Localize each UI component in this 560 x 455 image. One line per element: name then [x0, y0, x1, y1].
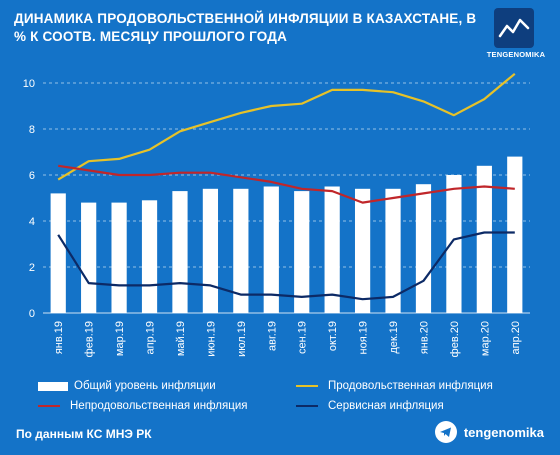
x-tick-label: май.19: [175, 321, 187, 356]
y-tick-label: 8: [29, 124, 35, 136]
chart-title-line-1: ДИНАМИКА ПРОДОВОЛЬСТВЕННОЙ ИНФЛЯЦИИ В КА…: [14, 11, 477, 26]
bar: [507, 156, 523, 313]
x-tick-label: авг.19: [266, 321, 278, 351]
x-tick-label: июн.19: [205, 321, 217, 357]
legend-label-food: Продовольственная инфляция: [328, 380, 493, 392]
bar: [202, 188, 219, 313]
bar: [294, 191, 310, 313]
chart-title-line-2: % К СООТВ. МЕСЯЦУ ПРОШЛОГО ГОДА: [14, 29, 288, 44]
x-tick-label: фев.20: [449, 321, 461, 357]
y-tick-label: 4: [29, 216, 35, 228]
trend-zigzag-icon: [494, 8, 534, 48]
bar: [141, 200, 158, 313]
legend-item-nonfood: Непродовольственная инфляция: [38, 400, 247, 412]
x-tick-label: янв.20: [418, 321, 430, 354]
x-tick-label: окт.19: [327, 321, 339, 351]
y-tick-label: 0: [29, 308, 35, 320]
bar: [111, 202, 127, 313]
bar: [354, 188, 371, 313]
legend-item-services: Сервисная инфляция: [296, 400, 444, 412]
chart-title: ДИНАМИКА ПРОДОВОЛЬСТВЕННОЙ ИНФЛЯЦИИ В КА…: [14, 10, 494, 46]
x-tick-label: мар.20: [479, 321, 491, 356]
bar: [81, 202, 97, 313]
x-tick-label: июл.19: [236, 321, 248, 357]
x-tick-label: апр.20: [510, 321, 522, 354]
bar: [446, 175, 462, 313]
telegram-brand[interactable]: tengenomika: [434, 421, 544, 443]
bar: [415, 184, 432, 313]
legend-item-food: Продовольственная инфляция: [296, 380, 493, 392]
x-tick-label: сен.19: [297, 321, 309, 354]
bar: [385, 188, 401, 313]
bar: [263, 186, 279, 313]
legend-swatch-services: [296, 405, 318, 407]
legend-label-nonfood: Непродовольственная инфляция: [70, 400, 248, 412]
legend-item-total: Общий уровень инфляции: [38, 380, 216, 392]
legend-label-services: Сервисная инфляция: [328, 400, 444, 412]
series-line: [57, 231, 515, 301]
bar: [50, 193, 66, 313]
bar: [233, 188, 249, 313]
legend-swatch-total: [38, 381, 68, 391]
logo-text: TENGENOMIKA: [486, 50, 546, 59]
y-tick-label: 10: [23, 78, 35, 90]
x-tick-label: ноя.19: [358, 321, 370, 354]
tengenomika-logo: TENGENOMIKA: [484, 8, 548, 66]
x-tick-label: мар.19: [114, 321, 126, 356]
x-tick-label: фев.19: [84, 321, 96, 357]
brand-name: tengenomika: [463, 424, 544, 440]
data-source-note: По данным КС МНЭ РК: [16, 427, 152, 441]
legend-label-total: Общий уровень инфляции: [74, 380, 216, 392]
x-tick-label: дек.19: [388, 321, 400, 354]
legend-swatch-nonfood: [38, 405, 60, 407]
series-line: [58, 164, 515, 204]
x-tick-label: апр.19: [145, 321, 157, 354]
bar: [476, 165, 492, 313]
legend-swatch-food: [296, 385, 318, 387]
series-line: [57, 72, 516, 181]
x-tick-label: янв.19: [53, 321, 65, 354]
y-tick-label: 6: [29, 170, 35, 182]
y-tick-label: 2: [29, 262, 35, 274]
bar: [324, 186, 340, 313]
chart-legend: Общий уровень инфляции Продовольственная…: [38, 376, 538, 418]
bar: [172, 191, 188, 313]
telegram-icon: [434, 421, 457, 443]
inflation-chart: 0 2 4 6 8 10 янв.19 фев.19 мар.19 апр.19 май.19 июн…: [23, 72, 530, 357]
